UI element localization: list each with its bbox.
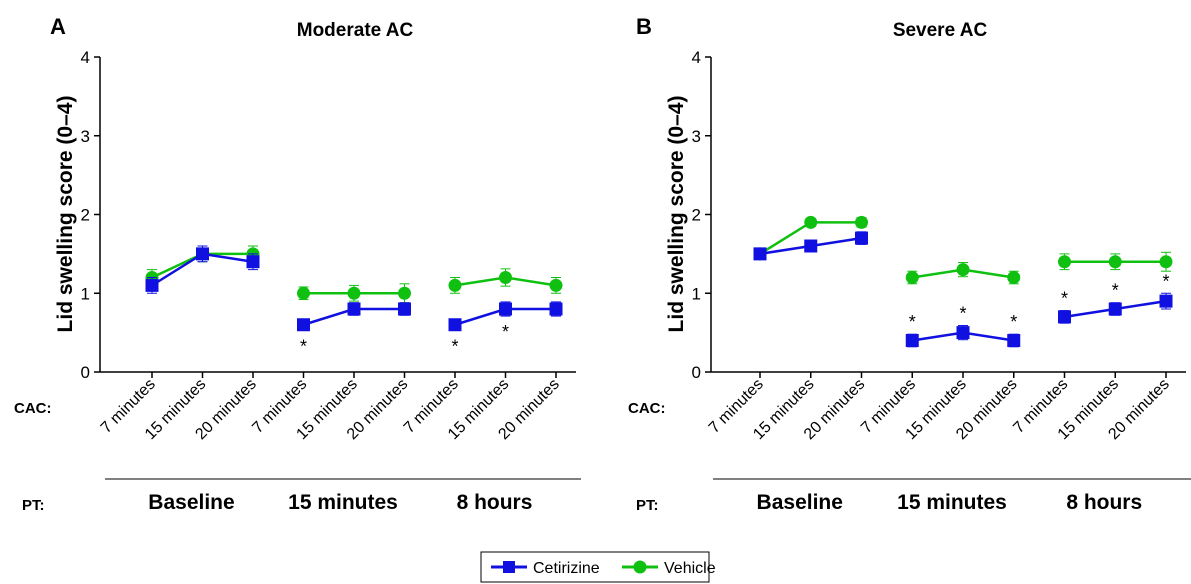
panel-b-pt-label: PT: — [636, 497, 659, 514]
cetirizine-point — [549, 302, 563, 316]
cetirizine-point — [398, 302, 411, 316]
y-tick-label: 4 — [692, 48, 701, 67]
significance-asterisk: * — [451, 336, 458, 356]
vehicle-point — [905, 271, 919, 284]
significance-asterisk: * — [1112, 281, 1119, 301]
vehicle-point — [297, 286, 310, 300]
panel-b-letter: B — [636, 14, 652, 39]
panel-b: B Severe AC Lid swelling score (0–4) CAC… — [628, 14, 1191, 514]
cetirizine-point — [448, 318, 462, 332]
vehicle-point — [855, 215, 868, 229]
cetirizine-point — [905, 334, 919, 347]
group-label: 15 minutes — [288, 491, 398, 514]
panel-b-title: Severe AC — [893, 20, 988, 41]
panel-b-ylabel: Lid swelling score (0–4) — [665, 96, 688, 333]
significance-asterisk: * — [300, 336, 307, 356]
legend-vehicle-label: Vehicle — [664, 560, 716, 577]
cetirizine-point — [246, 255, 260, 269]
vehicle-point — [1007, 271, 1021, 284]
vehicle-point — [398, 286, 411, 300]
group-label: Baseline — [757, 491, 843, 514]
significance-asterisk: * — [959, 304, 966, 324]
y-tick-label: 0 — [81, 363, 90, 382]
significance-asterisk: * — [1061, 289, 1068, 309]
cetirizine-point — [1007, 334, 1021, 347]
legend: Cetirizine Vehicle — [480, 551, 716, 583]
group-label: 8 hours — [1066, 491, 1142, 514]
group-label: 15 minutes — [897, 491, 1007, 514]
cetirizine-point — [1108, 302, 1122, 316]
vehicle-point — [1108, 255, 1122, 269]
cetirizine-point — [1058, 310, 1071, 324]
cetirizine-point — [855, 231, 868, 245]
vehicle-point — [448, 278, 462, 292]
vehicle-point — [804, 215, 818, 229]
y-tick-label: 2 — [692, 206, 701, 225]
legend-item-vehicle: Vehicle — [622, 560, 716, 577]
y-tick-label: 1 — [81, 284, 90, 303]
cetirizine-point — [753, 247, 767, 261]
vehicle-point — [1159, 255, 1173, 269]
legend-cetirizine-marker — [503, 561, 515, 573]
legend-item-cetirizine: Cetirizine — [491, 560, 600, 577]
significance-asterisk: * — [1162, 271, 1169, 291]
panel-a-title: Moderate AC — [297, 20, 414, 41]
y-tick-label: 3 — [81, 127, 90, 146]
significance-asterisk: * — [502, 322, 509, 342]
vehicle-point — [956, 263, 970, 277]
cetirizine-point — [1159, 294, 1173, 308]
vehicle-point — [347, 286, 361, 300]
panel-a-cac-label: CAC: — [14, 400, 52, 417]
panel-a-letter: A — [50, 14, 66, 39]
y-tick-label: 3 — [692, 127, 701, 146]
panel-a: A Moderate AC Lid swelling score (0–4) C… — [14, 14, 581, 514]
cetirizine-point — [297, 318, 310, 332]
vehicle-point — [1058, 255, 1071, 269]
vehicle-point — [499, 271, 512, 284]
significance-asterisk: * — [1010, 312, 1017, 332]
vehicle-point — [549, 278, 563, 292]
cetirizine-point — [145, 278, 159, 292]
y-tick-label: 2 — [81, 206, 90, 225]
cetirizine-point — [956, 326, 970, 340]
cetirizine-point — [804, 239, 818, 253]
legend-vehicle-marker — [633, 560, 647, 574]
y-tick-label: 1 — [692, 284, 701, 303]
panel-b-cac-label: CAC: — [628, 400, 666, 417]
cetirizine-point — [196, 247, 209, 261]
cetirizine-point — [499, 302, 512, 316]
y-tick-label: 0 — [692, 363, 701, 382]
panel-a-pt-label: PT: — [22, 497, 45, 514]
group-label: 8 hours — [457, 491, 533, 514]
cetirizine-point — [347, 302, 361, 316]
y-tick-label: 4 — [81, 48, 90, 67]
significance-asterisk: * — [909, 312, 916, 332]
legend-cetirizine-label: Cetirizine — [533, 560, 600, 577]
group-label: Baseline — [148, 491, 234, 514]
panel-a-ylabel: Lid swelling score (0–4) — [54, 96, 77, 333]
